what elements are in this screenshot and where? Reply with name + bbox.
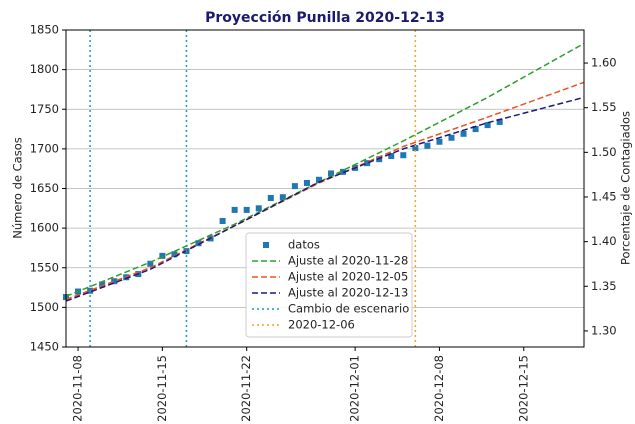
data-point xyxy=(448,134,455,141)
data-point xyxy=(291,183,298,190)
data-point xyxy=(99,281,106,288)
y-tick-label: 1600 xyxy=(30,221,59,235)
legend-label: datos xyxy=(288,238,320,252)
data-point xyxy=(111,278,118,285)
data-point xyxy=(243,206,250,213)
data-point xyxy=(147,260,154,267)
y2-tick-label: 1.30 xyxy=(591,323,617,337)
data-point xyxy=(267,195,274,202)
data-point xyxy=(424,142,431,149)
data-point xyxy=(279,194,286,201)
data-point xyxy=(472,126,479,133)
fit-line xyxy=(65,42,585,297)
x-tick-label: 2020-12-08 xyxy=(432,355,446,422)
x-tick-label: 2020-11-22 xyxy=(239,355,253,422)
y-tick-label: 1550 xyxy=(30,260,59,274)
legend-label: Ajuste al 2020-11-28 xyxy=(288,254,408,268)
data-point xyxy=(303,179,310,186)
x-tick-label: 2020-12-01 xyxy=(348,355,362,422)
y-tick-label: 1500 xyxy=(30,300,59,314)
y2-tick-label: 1.40 xyxy=(591,234,617,248)
data-point xyxy=(460,130,467,137)
fit-line xyxy=(65,81,585,301)
data-point xyxy=(400,152,407,159)
data-point xyxy=(436,138,443,145)
data-point xyxy=(328,170,335,177)
y2-tick-label: 1.50 xyxy=(591,145,617,159)
data-point xyxy=(388,153,395,160)
x-tick-label: 2020-11-15 xyxy=(155,355,169,422)
y-tick-label: 1850 xyxy=(30,23,59,37)
data-point xyxy=(171,251,178,258)
y2-axis-label: Porcentaje de Contagiados xyxy=(619,111,633,265)
fit-line xyxy=(65,96,585,302)
data-point xyxy=(231,206,238,213)
data-point xyxy=(496,118,503,125)
data-point xyxy=(484,122,491,129)
data-point xyxy=(364,160,371,167)
data-point xyxy=(219,217,226,224)
y-tick-label: 1750 xyxy=(30,102,59,116)
legend-label: 2020-12-06 xyxy=(288,318,355,332)
x-tick-label: 2020-11-08 xyxy=(71,355,85,422)
legend-label: Ajuste al 2020-12-13 xyxy=(288,286,408,300)
plot-frame xyxy=(65,29,585,348)
data-point xyxy=(159,252,166,259)
y2-tick-label: 1.45 xyxy=(591,189,617,203)
chart-title: Proyección Punilla 2020-12-13 xyxy=(205,10,445,26)
y-tick-label: 1650 xyxy=(30,181,59,195)
y-tick-label: 1700 xyxy=(30,141,59,155)
data-point xyxy=(255,205,262,212)
legend-box xyxy=(245,232,413,338)
y-axis-label: Número de Casos xyxy=(11,137,25,238)
legend-label: Cambio de escenario xyxy=(288,302,409,316)
y2-tick-label: 1.60 xyxy=(591,56,617,70)
legend-label: Ajuste al 2020-12-05 xyxy=(288,270,408,284)
y2-tick-label: 1.35 xyxy=(591,279,617,293)
y-tick-label: 1800 xyxy=(30,62,59,76)
data-point xyxy=(315,176,322,183)
y-tick-label: 1450 xyxy=(30,340,59,354)
data-point xyxy=(412,145,419,152)
legend-marker xyxy=(263,242,269,248)
y2-tick-label: 1.55 xyxy=(591,100,617,114)
x-tick-label: 2020-12-15 xyxy=(516,355,530,422)
